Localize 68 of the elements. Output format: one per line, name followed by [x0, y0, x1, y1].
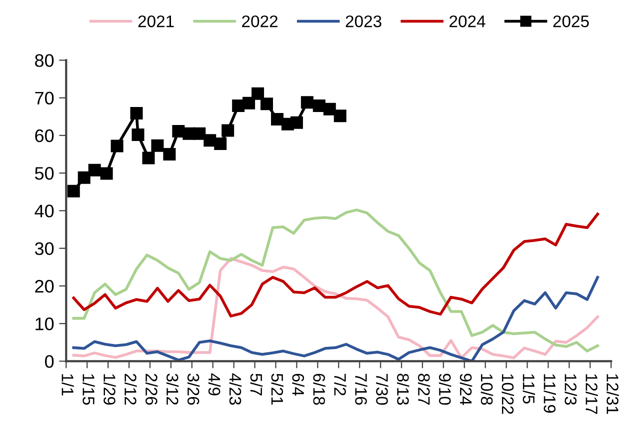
line-series: [72, 208, 600, 352]
legend-label: 2021: [138, 15, 174, 28]
x-tick-label: 2/12: [124, 374, 137, 405]
y-tick-label: 80: [35, 54, 54, 67]
y-tick-label: 30: [34, 242, 54, 256]
point: [242, 96, 256, 110]
point: [67, 184, 80, 198]
point: [252, 87, 264, 100]
x-tick-label: 10/22: [502, 374, 514, 414]
x-tick-label: 3/12: [166, 374, 179, 405]
point: [222, 124, 234, 137]
point: [100, 167, 113, 180]
legend-label: 2024: [450, 15, 486, 28]
y-tick-label: 50: [34, 167, 54, 180]
x-tick-label: 7/30: [376, 374, 388, 405]
point: [163, 148, 176, 161]
point: [88, 164, 101, 176]
point: [270, 113, 284, 126]
point: [78, 171, 90, 184]
x-tick-label: 8/27: [418, 374, 430, 405]
y-tick-label: 40: [34, 204, 54, 218]
point: [290, 116, 303, 129]
point: [110, 140, 124, 152]
point: [312, 99, 326, 112]
y-tick-label: 20: [35, 280, 54, 293]
y-tick-label: 60: [35, 129, 54, 142]
point: [260, 98, 274, 110]
x-tick-label: 3/26: [187, 374, 200, 405]
x-tick-label: 1/15: [82, 374, 95, 405]
x-tick-label: 8/13: [397, 374, 410, 405]
line-series: [72, 212, 600, 318]
point: [214, 137, 227, 150]
y-tick-label: 0: [45, 355, 54, 368]
x-tick-label: 11/19: [544, 374, 556, 413]
x-tick-label: 7/16: [355, 374, 368, 405]
x-tick-label: 12/3: [564, 374, 577, 405]
line-series: [72, 257, 600, 360]
x-tick-label: 4/23: [229, 373, 242, 405]
x-tick-label: 1/29: [104, 374, 116, 405]
x-tick-label: 9/10: [438, 374, 452, 405]
x-tick-label: 2/26: [146, 374, 158, 405]
point: [323, 102, 336, 116]
point: [142, 152, 155, 164]
x-tick-label: 12/31: [606, 374, 619, 414]
legend-label: 2025: [553, 15, 589, 28]
line-series: [72, 276, 600, 362]
point: [300, 96, 314, 109]
x-tick-label: 6/18: [313, 374, 326, 405]
point: [204, 134, 216, 147]
legend-label: 2023: [346, 15, 382, 28]
point: [193, 127, 206, 140]
x-tick-label: 5/21: [271, 374, 284, 405]
x-tick-label: 9/24: [460, 374, 472, 405]
x-tick-label: 4/9: [208, 373, 221, 396]
y-tick-label: 70: [35, 92, 54, 105]
point: [151, 139, 164, 152]
x-tick-label: 12/17: [586, 374, 598, 414]
x-tick-label: 7/2: [334, 374, 346, 396]
legend-label: 2022: [242, 15, 278, 28]
point: [334, 110, 346, 122]
x-tick-label: 1/1: [62, 374, 74, 396]
x-tick-label: 11/5: [522, 374, 536, 404]
y-tick-label: 10: [36, 318, 54, 330]
x-tick-label: 5/7: [250, 374, 263, 396]
point: [132, 128, 144, 141]
x-tick-label: 10/8: [480, 374, 494, 405]
x-tick-label: 6/4: [292, 374, 304, 396]
point: [130, 107, 143, 120]
